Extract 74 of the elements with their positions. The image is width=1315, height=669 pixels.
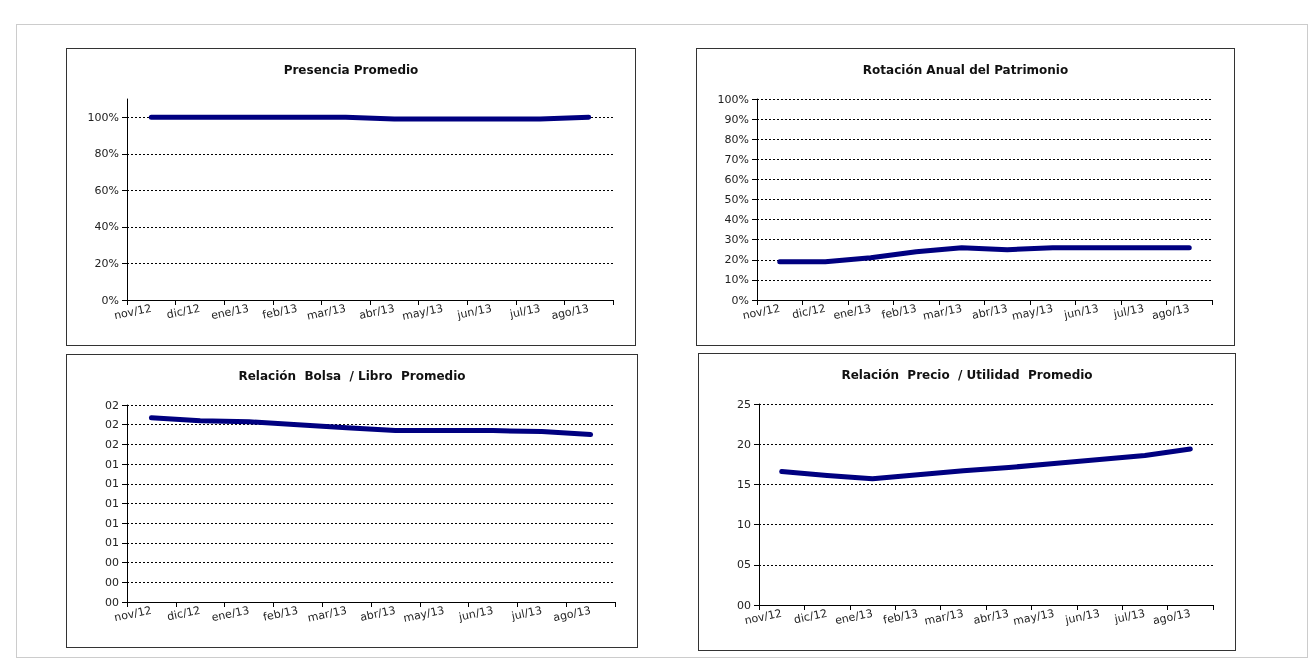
y-tick-label: 00 xyxy=(105,575,119,589)
y-tick-label: 80% xyxy=(724,132,749,146)
x-tick-label: mar/13 xyxy=(923,606,965,628)
x-tick-label: may/13 xyxy=(402,603,446,626)
x-tick-label: may/13 xyxy=(400,301,445,324)
x-tick-label: mar/13 xyxy=(921,301,964,323)
y-tick-label: 100% xyxy=(87,110,119,124)
x-tick-label: jun/13 xyxy=(456,603,495,624)
y-tick-label: 02 xyxy=(105,398,119,412)
x-tick-label: ene/13 xyxy=(210,603,251,625)
x-tick-label: jul/13 xyxy=(1111,301,1146,321)
x-tick-label: jun/13 xyxy=(1062,301,1100,322)
chart-title: Relación Precio / Utilidad Promedio xyxy=(841,368,1093,382)
x-tick-label: jul/13 xyxy=(507,301,542,321)
y-tick-label: 01 xyxy=(105,497,119,510)
y-tick-label: 01 xyxy=(105,536,119,550)
x-tick-label: jun/13 xyxy=(455,301,493,322)
y-tick-label: 01 xyxy=(105,516,119,530)
x-tick-label: may/13 xyxy=(1012,606,1056,629)
y-tick-label: 00 xyxy=(105,595,119,609)
y-tick-label: 90% xyxy=(724,112,749,126)
chart-title: Relación Bolsa / Libro Promedio xyxy=(238,369,466,383)
x-tick-label: mar/13 xyxy=(306,603,348,625)
x-tick-label: feb/13 xyxy=(261,603,300,624)
y-tick-label: 10 xyxy=(737,518,751,532)
x-tick-label: ene/13 xyxy=(209,301,250,323)
y-tick-label: 40% xyxy=(724,213,749,227)
x-tick-label: jul/13 xyxy=(509,603,544,623)
x-tick-label: abr/13 xyxy=(358,603,397,624)
y-tick-label: 80% xyxy=(94,147,119,161)
y-tick-label: 00 xyxy=(105,556,119,570)
chart-title: Rotación Anual del Patrimonio xyxy=(862,63,1069,77)
y-tick-label: 0% xyxy=(731,293,749,307)
x-tick-label: dic/12 xyxy=(792,606,829,627)
x-tick-label: mar/13 xyxy=(305,301,348,323)
x-tick-label: feb/13 xyxy=(880,301,918,322)
x-tick-label: ago/13 xyxy=(550,301,591,323)
x-tick-label: ago/13 xyxy=(1151,606,1192,628)
chart-title: Presencia Promedio xyxy=(283,63,419,77)
y-tick-label: 10% xyxy=(724,273,749,287)
y-tick-label: 15 xyxy=(737,477,751,491)
y-tick-label: 25 xyxy=(737,397,751,411)
x-tick-label: may/13 xyxy=(1010,301,1055,324)
y-tick-label: 00 xyxy=(737,598,751,612)
y-tick-label: 40% xyxy=(94,220,119,234)
x-tick-label: abr/13 xyxy=(972,606,1011,627)
y-tick-label: 60% xyxy=(94,183,119,197)
x-tick-label: abr/13 xyxy=(357,301,396,322)
x-tick-label: feb/13 xyxy=(261,301,299,322)
y-tick-label: 01 xyxy=(105,477,119,491)
x-tick-label: jun/13 xyxy=(1063,606,1101,627)
y-tick-label: 20% xyxy=(724,253,749,267)
x-tick-label: ago/13 xyxy=(551,603,592,625)
y-tick-label: 0% xyxy=(101,293,119,307)
y-tick-label: 60% xyxy=(724,172,749,186)
y-tick-label: 100% xyxy=(717,92,749,106)
x-tick-label: ene/13 xyxy=(833,606,874,628)
x-tick-label: jul/13 xyxy=(1112,606,1147,626)
y-tick-label: 20% xyxy=(94,256,119,270)
y-tick-label: 30% xyxy=(724,233,749,247)
x-tick-label: abr/13 xyxy=(970,301,1009,322)
x-tick-label: dic/12 xyxy=(790,301,827,322)
y-tick-label: 20 xyxy=(737,437,751,451)
y-tick-label: 01 xyxy=(105,457,119,471)
y-tick-label: 05 xyxy=(737,558,751,572)
x-tick-label: ene/13 xyxy=(832,301,873,323)
y-tick-label: 70% xyxy=(724,152,749,166)
x-tick-label: dic/12 xyxy=(165,301,202,322)
x-tick-label: ago/13 xyxy=(1150,301,1191,323)
x-tick-label: feb/13 xyxy=(882,606,920,627)
x-tick-label: dic/12 xyxy=(165,603,202,624)
y-tick-label: 02 xyxy=(105,418,119,432)
y-tick-label: 50% xyxy=(724,193,749,206)
y-tick-label: 02 xyxy=(105,437,119,451)
